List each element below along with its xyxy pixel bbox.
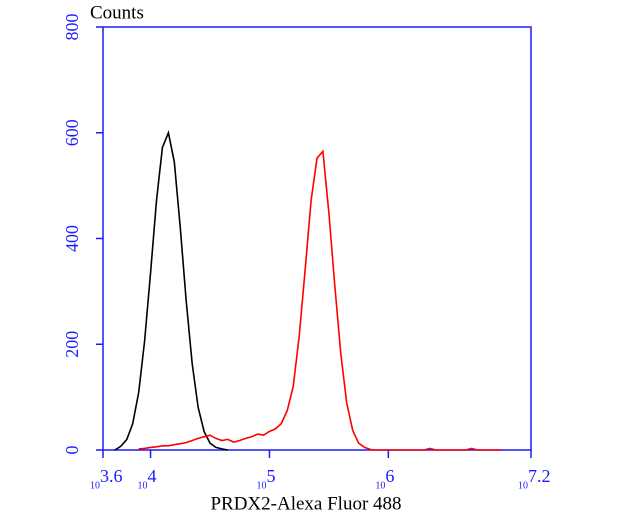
x-tick-base: 10 — [518, 480, 528, 491]
x-tick-base: 10 — [90, 480, 100, 491]
y-tick-label: 0 — [62, 446, 82, 455]
y-tick-label: 400 — [62, 225, 82, 252]
x-tick-base: 10 — [256, 480, 266, 491]
x-axis-title: PRDX2-Alexa Fluor 488 — [210, 493, 401, 514]
y-tick-label: 800 — [62, 14, 82, 41]
y-axis-title: Counts — [90, 2, 144, 23]
x-tick-label: 6 — [385, 466, 394, 486]
x-tick-base: 10 — [138, 480, 148, 491]
y-tick-label: 200 — [62, 331, 82, 358]
series-line — [114, 130, 228, 451]
plot-frame — [102, 26, 532, 451]
x-tick-base: 10 — [375, 480, 385, 491]
x-tick-label: 7.2 — [528, 466, 551, 486]
x-tick-label: 3.6 — [100, 466, 123, 486]
x-tick-label: 5 — [266, 466, 275, 486]
series-line — [138, 149, 502, 451]
y-tick-label: 600 — [62, 119, 82, 146]
x-tick-label: 4 — [148, 466, 157, 486]
